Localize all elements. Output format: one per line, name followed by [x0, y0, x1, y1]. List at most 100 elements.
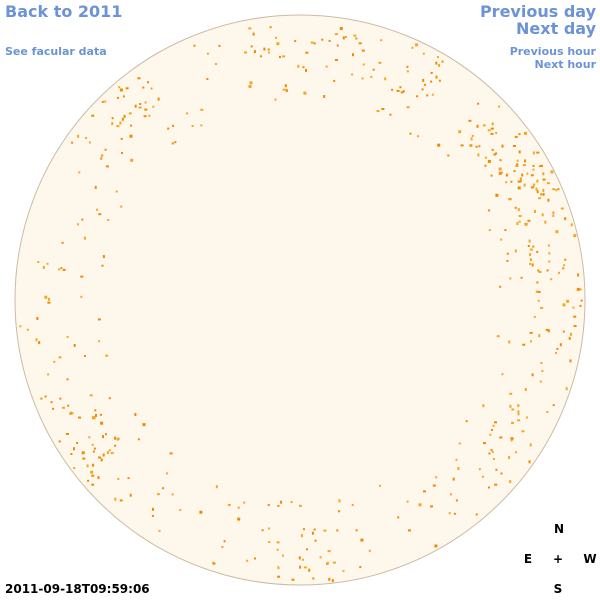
facula [139, 103, 142, 105]
facula [301, 558, 304, 561]
facula [360, 538, 364, 542]
facula [305, 51, 309, 54]
facula [152, 105, 155, 108]
facula [515, 165, 519, 167]
facula [338, 510, 341, 513]
facula [260, 55, 262, 58]
facula [328, 577, 331, 581]
facular-link[interactable]: See facular data [5, 45, 107, 58]
facula [492, 424, 495, 427]
facula [526, 172, 529, 175]
previous-hour-link[interactable]: Previous hour [509, 45, 596, 58]
facula [282, 554, 284, 557]
facula [119, 499, 123, 502]
facula [70, 411, 73, 414]
facula [552, 188, 556, 191]
facula [518, 133, 521, 136]
facula [430, 80, 433, 83]
facula [144, 108, 148, 111]
facula [487, 159, 491, 163]
facula [569, 359, 572, 363]
facula [336, 529, 339, 532]
facula [105, 354, 109, 357]
facula [519, 180, 522, 183]
facula [514, 135, 518, 138]
facula [537, 291, 541, 293]
facula [127, 477, 130, 480]
facula [406, 65, 409, 68]
facula [488, 229, 491, 232]
facula [529, 443, 532, 447]
facula [490, 127, 494, 130]
facula [284, 84, 287, 88]
facula [482, 404, 485, 408]
facula [306, 548, 308, 551]
facula [342, 569, 345, 572]
facula [492, 458, 495, 460]
facula [470, 137, 473, 141]
facula [488, 486, 490, 489]
facula [494, 483, 498, 486]
facula [314, 539, 317, 542]
previous-day-link[interactable]: Previous day [479, 2, 596, 21]
next-day-link[interactable]: Next day [516, 19, 596, 38]
facula [396, 89, 400, 92]
facula [150, 87, 153, 90]
facula [118, 86, 121, 89]
facula [437, 56, 439, 59]
faculae [19, 26, 583, 583]
facula [555, 351, 557, 354]
facula [524, 222, 527, 225]
facula [532, 151, 535, 155]
facula [37, 261, 40, 263]
facula [248, 27, 252, 30]
facula [490, 132, 494, 135]
facula [529, 262, 531, 265]
facula [488, 452, 491, 455]
facula [191, 125, 194, 127]
facula [323, 95, 326, 98]
facula [491, 450, 494, 453]
facula [431, 93, 434, 96]
facula [514, 206, 517, 209]
facula [313, 528, 316, 531]
facula [277, 504, 280, 507]
facula [334, 33, 338, 36]
facula [538, 165, 541, 168]
facula [94, 409, 97, 412]
facula [542, 192, 545, 196]
facula [276, 541, 280, 544]
facula [101, 264, 104, 267]
facula [352, 53, 354, 57]
facula [327, 550, 331, 553]
compass-center: + [552, 552, 564, 566]
facula [399, 86, 402, 89]
facula [111, 122, 114, 126]
facula [300, 534, 303, 538]
facula [276, 42, 280, 46]
facula [89, 394, 93, 397]
facula [221, 546, 224, 548]
facula [308, 568, 311, 572]
facula [544, 220, 547, 224]
facula [504, 229, 507, 232]
facula [91, 114, 95, 117]
facula [227, 503, 231, 506]
facula [294, 40, 297, 43]
facula [268, 541, 271, 543]
facula [65, 433, 69, 435]
facula [331, 579, 334, 583]
facula [552, 211, 555, 215]
next-hour-link[interactable]: Next hour [534, 58, 597, 71]
facula [215, 63, 217, 65]
facula [97, 476, 100, 480]
facula [137, 438, 140, 441]
compass-west: W [583, 552, 597, 566]
facula [568, 336, 571, 340]
back-link[interactable]: Back to 2011 [5, 2, 123, 21]
facula [534, 209, 536, 213]
facula [531, 373, 534, 377]
facula [52, 407, 55, 410]
